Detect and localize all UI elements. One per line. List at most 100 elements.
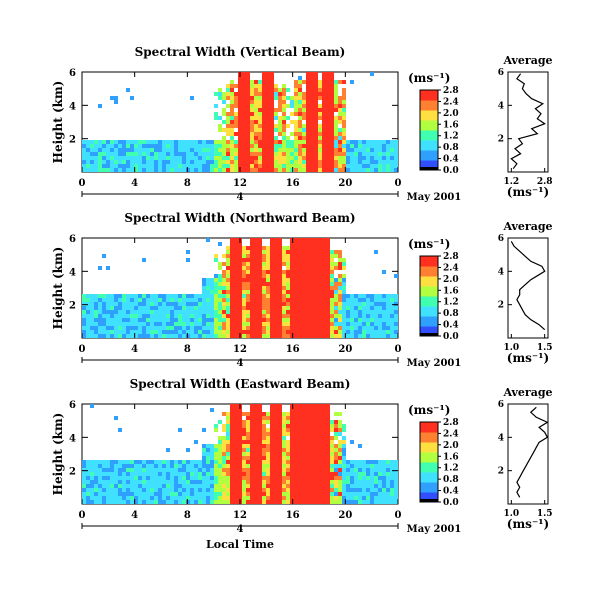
heatmap-cell bbox=[282, 322, 286, 326]
heatmap-cell bbox=[318, 420, 322, 424]
heatmap-cell bbox=[222, 428, 226, 432]
heatmap-cell bbox=[322, 326, 326, 330]
heatmap-cell bbox=[342, 334, 346, 338]
colorbar-segment bbox=[420, 472, 438, 483]
heatmap-cell bbox=[274, 424, 278, 428]
heatmap-cell bbox=[258, 258, 262, 262]
heatmap-cell bbox=[326, 168, 330, 172]
heatmap-cell bbox=[246, 492, 250, 496]
heatmap-cell bbox=[262, 318, 266, 322]
heatmap-cell bbox=[118, 148, 122, 152]
heatmap-cell bbox=[334, 314, 338, 318]
heatmap-cell bbox=[178, 148, 182, 152]
heatmap-cell bbox=[342, 298, 346, 302]
heatmap-cell bbox=[130, 314, 134, 318]
heatmap-cell bbox=[202, 472, 206, 476]
heatmap-cell bbox=[198, 152, 202, 156]
heatmap-cell bbox=[214, 156, 218, 160]
heatmap-cell bbox=[326, 124, 330, 128]
heatmap-cell bbox=[234, 290, 238, 294]
heatmap-cell bbox=[358, 330, 362, 334]
y-tick-label: 6 bbox=[69, 400, 76, 411]
heatmap-cell bbox=[254, 120, 258, 124]
heatmap-cell bbox=[294, 120, 298, 124]
heatmap-cell bbox=[250, 310, 254, 314]
heatmap-cell bbox=[318, 124, 322, 128]
heatmap-cell bbox=[178, 318, 182, 322]
heatmap-cell bbox=[318, 448, 322, 452]
heatmap-cell bbox=[390, 492, 394, 496]
heatmap-cell bbox=[266, 108, 270, 112]
heatmap-cell bbox=[222, 108, 226, 112]
heatmap-cell bbox=[110, 160, 114, 164]
heatmap-cell bbox=[234, 488, 238, 492]
heatmap-cell bbox=[98, 488, 102, 492]
heatmap-cell bbox=[338, 136, 342, 140]
heatmap-cell bbox=[110, 156, 114, 160]
heatmap-cell bbox=[278, 286, 282, 290]
heatmap-cell bbox=[94, 492, 98, 496]
heatmap-cell bbox=[138, 164, 142, 168]
x-tick-label: 12 bbox=[233, 510, 247, 521]
heatmap-cell bbox=[314, 250, 318, 254]
heatmap-cell bbox=[226, 246, 230, 250]
heatmap-cell bbox=[230, 298, 234, 302]
heatmap-cell bbox=[158, 168, 162, 172]
heatmap-cell bbox=[266, 286, 270, 290]
heatmap-cell bbox=[262, 412, 266, 416]
heatmap-cell bbox=[374, 148, 378, 152]
heatmap-cell bbox=[378, 164, 382, 168]
heatmap-cell bbox=[170, 144, 174, 148]
heatmap-cell bbox=[82, 302, 86, 306]
heatmap-cell bbox=[306, 432, 310, 436]
heatmap-cell bbox=[294, 492, 298, 496]
heatmap-cell bbox=[330, 306, 334, 310]
heatmap-cell bbox=[306, 416, 310, 420]
heatmap-cell bbox=[394, 484, 398, 488]
heatmap-cell bbox=[206, 282, 210, 286]
heatmap-cell bbox=[322, 404, 326, 408]
heatmap-cell bbox=[302, 448, 306, 452]
heatmap-cell bbox=[282, 310, 286, 314]
heatmap-cell bbox=[342, 108, 346, 112]
heatmap-cell bbox=[310, 314, 314, 318]
heatmap-cell bbox=[214, 428, 218, 432]
heatmap-cell bbox=[178, 144, 182, 148]
heatmap-cell bbox=[222, 286, 226, 290]
heatmap-cell bbox=[390, 298, 394, 302]
heatmap-cell bbox=[306, 76, 310, 80]
heatmap-cell bbox=[230, 440, 234, 444]
heatmap-cell bbox=[214, 472, 218, 476]
heatmap-cell bbox=[210, 476, 214, 480]
heatmap-cell bbox=[370, 298, 374, 302]
heatmap-cell bbox=[338, 266, 342, 270]
heatmap-cell bbox=[262, 108, 266, 112]
heatmap-cell bbox=[174, 310, 178, 314]
heatmap-cell bbox=[250, 108, 254, 112]
heatmap-cell bbox=[126, 88, 130, 92]
heatmap-cell bbox=[294, 104, 298, 108]
heatmap-cell bbox=[390, 334, 394, 338]
heatmap-cell bbox=[122, 330, 126, 334]
heatmap-cell bbox=[286, 326, 290, 330]
heatmap-cell bbox=[86, 310, 90, 314]
heatmap-cell bbox=[94, 460, 98, 464]
heatmap-cell bbox=[270, 156, 274, 160]
heatmap-cell bbox=[90, 160, 94, 164]
heatmap-cell bbox=[122, 152, 126, 156]
heatmap-cell bbox=[330, 274, 334, 278]
heatmap-cell bbox=[234, 164, 238, 168]
heatmap-cell bbox=[98, 464, 102, 468]
heatmap-cell bbox=[318, 326, 322, 330]
heatmap-cell bbox=[254, 238, 258, 242]
heatmap-cell bbox=[158, 156, 162, 160]
heatmap-cell bbox=[282, 326, 286, 330]
heatmap-cell bbox=[290, 310, 294, 314]
heatmap-cell bbox=[306, 148, 310, 152]
heatmap-cell bbox=[270, 164, 274, 168]
heatmap-cell bbox=[214, 318, 218, 322]
heatmap-cell bbox=[290, 314, 294, 318]
heatmap-cell bbox=[302, 492, 306, 496]
heatmap-cell bbox=[366, 476, 370, 480]
heatmap-cell bbox=[262, 270, 266, 274]
